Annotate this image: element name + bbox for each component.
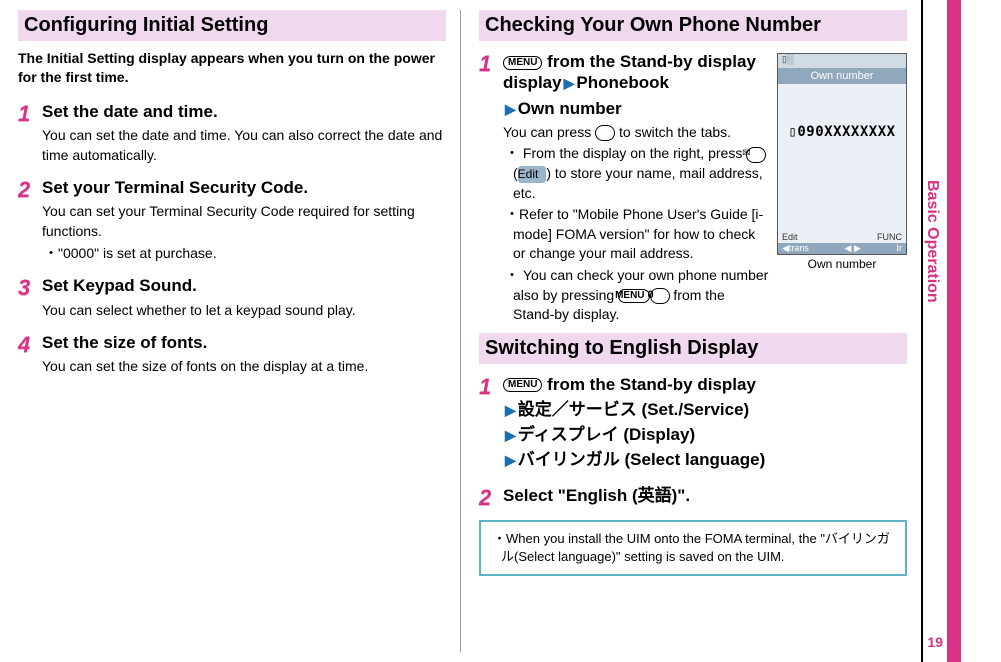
right-rail: Basic Operation 19	[921, 0, 971, 662]
step-title: Set the size of fonts.	[42, 332, 446, 353]
nav-left: ◀trans	[782, 243, 809, 254]
step-line-1: MENU from the Stand-by display display▶P…	[503, 51, 769, 94]
step-number: 4	[18, 334, 42, 356]
step-1: 1 Set the date and time. You can set the…	[18, 101, 446, 167]
phone-softkeys: Edit FUNC	[778, 232, 906, 242]
phone-titlebar: Own number	[778, 68, 906, 84]
softkey-edit: Edit	[782, 232, 798, 242]
step-3: 3 Set Keypad Sound. You can select wheth…	[18, 275, 446, 322]
english-line-2: ▶設定／サービス (Set./Service)	[503, 399, 907, 420]
nav-right: Ir	[897, 243, 903, 254]
note-text: When you install the UIM onto the FOMA t…	[491, 530, 895, 566]
note-box: When you install the UIM onto the FOMA t…	[479, 520, 907, 576]
phonebook-label: Phonebook	[576, 73, 669, 92]
bullet-shortcut: You can check your own phone number also…	[503, 266, 769, 325]
rail-color-bar	[947, 0, 961, 662]
menu-key-icon: MENU	[503, 378, 542, 392]
triangle-icon: ▶	[505, 452, 516, 468]
own-number-label: Own number	[518, 99, 622, 118]
english-line-3: ▶ディスプレイ (Display)	[503, 424, 907, 445]
triangle-icon: ▶	[505, 101, 516, 117]
menu-key-icon: MENU	[503, 56, 542, 70]
step-desc: You can set the size of fonts on the dis…	[42, 357, 446, 377]
manual-page: Configuring Initial Setting The Initial …	[0, 0, 1001, 662]
step-4: 4 Set the size of fonts. You can set the…	[18, 332, 446, 379]
english-select-title: Select "English (英語)".	[503, 485, 907, 506]
step-bullet: "0000" is set at purchase.	[42, 244, 446, 264]
line1-display-label: display	[503, 73, 562, 92]
english-line-1: MENU from the Stand-by display	[503, 374, 907, 395]
step-title: Set your Terminal Security Code.	[42, 177, 446, 198]
own-number-step-1: 1 MENU from the Stand-by display display…	[479, 51, 769, 327]
rail-chapter-label: Basic Operation	[923, 180, 941, 303]
phone-number-display: ▯090XXXXXXXX	[778, 124, 906, 140]
line1-a: from the Stand-by display	[542, 52, 755, 71]
page-number: 19	[927, 634, 943, 650]
intro-text: The Initial Setting display appears when…	[18, 49, 446, 87]
triangle-icon: ▶	[505, 402, 516, 418]
edit-pill: Edit	[518, 166, 547, 183]
phone-screen: ▯░ Own number ▯090XXXXXXXX Edit FUNC ◀tr…	[777, 53, 907, 255]
step-title: Set Keypad Sound.	[42, 275, 446, 296]
step-number: 2	[18, 179, 42, 201]
step-number: 3	[18, 277, 42, 299]
mail-key-icon	[746, 147, 766, 163]
triangle-icon: ▶	[505, 427, 516, 443]
english-step-2: 2 Select "English (英語)".	[479, 485, 907, 510]
switch-tabs-desc: You can press to switch the tabs.	[503, 123, 769, 143]
step-desc: You can set the date and time. You can a…	[42, 126, 446, 165]
step-desc: You can select whether to let a keypad s…	[42, 301, 446, 321]
right-column: Checking Your Own Phone Number ▯░ Own nu…	[461, 0, 921, 662]
section-heading-configuring: Configuring Initial Setting	[18, 10, 446, 41]
step-number: 1	[479, 376, 503, 398]
left-column: Configuring Initial Setting The Initial …	[0, 0, 460, 662]
step-title: Set the date and time.	[42, 101, 446, 122]
bullet-guide: Refer to "Mobile Phone User's Guide [i-m…	[503, 205, 769, 264]
step-desc: You can set your Terminal Security Code …	[42, 202, 446, 241]
nav-mid: ◀ ▶	[845, 243, 861, 254]
direction-key-icon	[595, 125, 615, 141]
softkey-func: FUNC	[877, 232, 902, 242]
triangle-icon: ▶	[564, 75, 575, 91]
bullet-edit: From the display on the right, press (Ed…	[503, 144, 769, 203]
phone-status-bar: ▯░	[778, 54, 906, 68]
phone-caption: Own number	[777, 257, 907, 271]
menu-key-icon: MENU	[618, 289, 649, 303]
step-2: 2 Set your Terminal Security Code. You c…	[18, 177, 446, 265]
phone-mock: ▯░ Own number ▯090XXXXXXXX Edit FUNC ◀tr…	[777, 53, 907, 271]
step-line-2: ▶Own number	[503, 98, 769, 119]
step-number: 2	[479, 487, 503, 509]
zero-key-icon	[650, 288, 670, 304]
english-line-4: ▶バイリンガル (Select language)	[503, 449, 907, 470]
step-number: 1	[479, 53, 503, 75]
section-heading-own-number: Checking Your Own Phone Number	[479, 10, 907, 41]
english-step-1: 1 MENU from the Stand-by display ▶設定／サービ…	[479, 374, 907, 475]
section-heading-english: Switching to English Display	[479, 333, 907, 364]
step-number: 1	[18, 103, 42, 125]
phone-nav-bar: ◀trans ◀ ▶ Ir	[778, 243, 906, 254]
